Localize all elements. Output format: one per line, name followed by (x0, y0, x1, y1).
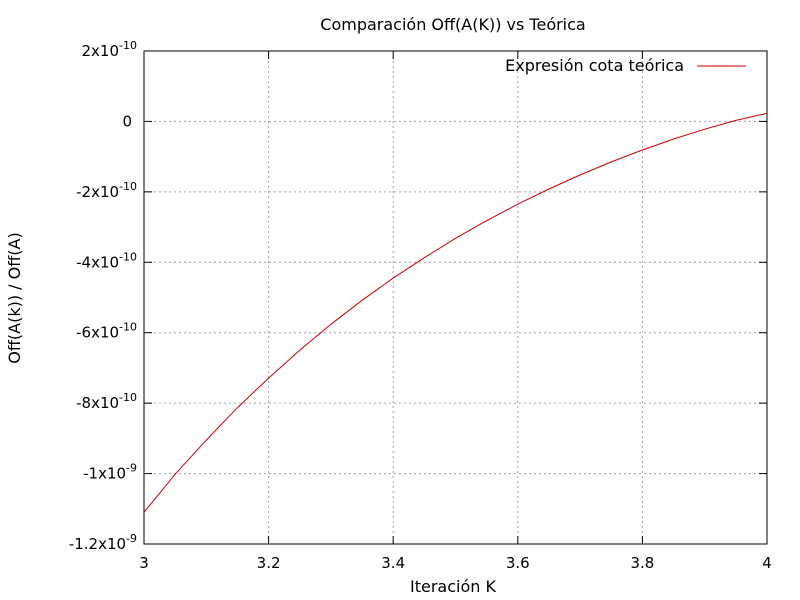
series-group (143, 112, 768, 513)
y-tick-label: -4x10-10 (76, 250, 137, 271)
legend: Expresión cota teórica (505, 56, 746, 75)
y-tick-label: -1x10-9 (83, 462, 137, 483)
x-tick-label: 3 (139, 554, 149, 572)
x-tick-label: 3.4 (381, 554, 405, 572)
chart-title: Comparación Off(A(K)) vs Teórica (320, 15, 585, 34)
y-tick-label: -8x10-10 (76, 391, 137, 412)
x-tick-label: 3.8 (630, 554, 654, 572)
plot-frame (143, 50, 768, 545)
y-tick-labels: 2x10-10 0 -2x10-10 -4x10-10 -6x10-10 -8x10-10… (69, 39, 137, 553)
legend-label: Expresión cota teórica (505, 56, 684, 75)
y-axis-label: Off(A(k)) / Off(A) (5, 232, 24, 363)
y-tick-label: -2x10-10 (76, 180, 137, 201)
y-tick-label: -6x10-10 (76, 321, 137, 342)
x-tick-label: 3.6 (506, 554, 530, 572)
ticks (143, 50, 768, 545)
x-tick-label: 3.2 (257, 554, 281, 572)
y-tick-label: 0 (122, 112, 132, 130)
y-tick-label: 2x10-10 (82, 39, 137, 60)
y-tick-label: -1.2x10-9 (69, 532, 137, 553)
x-tick-labels: 3 3.2 3.4 3.6 3.8 4 (139, 554, 772, 572)
x-axis-label: Iteración K (410, 577, 496, 596)
series-line-0 (143, 112, 768, 513)
x-tick-label: 4 (762, 554, 772, 572)
grid (144, 51, 767, 544)
